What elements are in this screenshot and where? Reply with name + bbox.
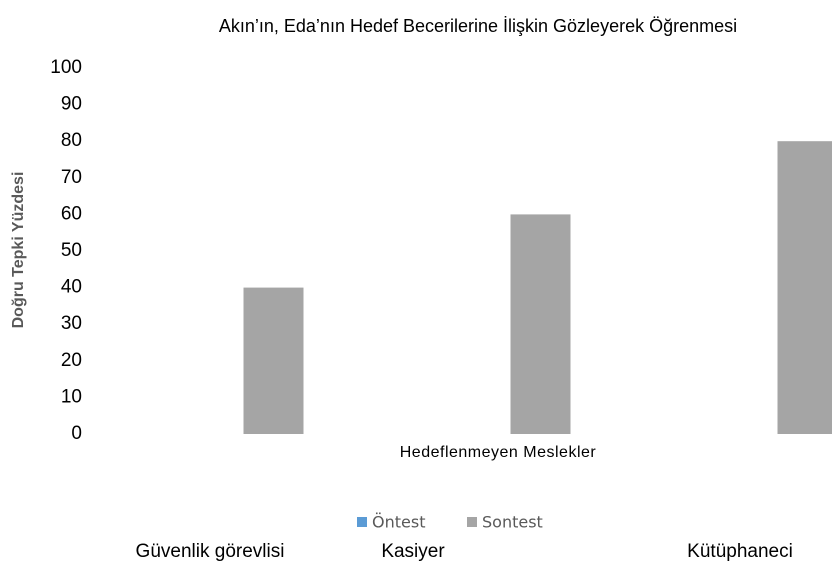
legend-label: Sontest (482, 513, 543, 532)
y-tick-label: 60 (61, 203, 82, 224)
legend-label: Öntest (372, 513, 425, 532)
x-tick-label: Güvenlik görevlisi (136, 541, 285, 562)
bar (510, 214, 571, 434)
y-tick-label: 20 (61, 350, 82, 371)
y-tick-label: 0 (71, 423, 82, 444)
y-tick-label: 80 (61, 130, 82, 151)
y-tick-label: 10 (61, 386, 82, 407)
y-tick-label: 100 (50, 57, 82, 78)
x-axis-title: Hedeflenmeyen Meslekler (400, 444, 597, 461)
x-tick-label: Kasiyer (381, 541, 445, 562)
x-tick-label: Kütüphaneci (687, 541, 793, 562)
y-tick-label: 50 (61, 240, 82, 261)
y-axis-title: Doğru Tepki Yüzdesi (10, 172, 27, 329)
legend-swatch (357, 517, 367, 527)
legend-swatch (467, 517, 477, 527)
y-tick-label: 40 (61, 277, 82, 298)
chart-title: Akın’ın, Eda’nın Hedef Becerilerine İliş… (219, 16, 737, 36)
y-tick-label: 70 (61, 167, 82, 188)
y-tick-label: 30 (61, 313, 82, 334)
bar (777, 141, 832, 434)
bar (243, 287, 304, 434)
y-tick-label: 90 (61, 94, 82, 115)
